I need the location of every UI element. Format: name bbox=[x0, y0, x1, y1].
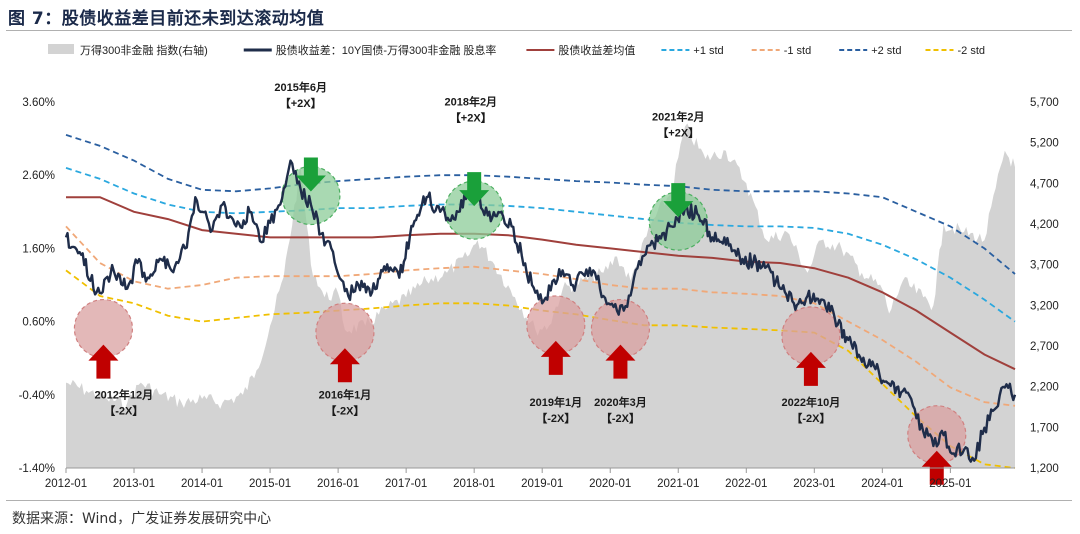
plus2-std-line bbox=[65, 134, 1016, 275]
source-note: 数据来源：Wind，广发证券发展研究中心 bbox=[12, 511, 272, 527]
annotation-label: 2016年1月 bbox=[319, 387, 372, 401]
minus1-std-line bbox=[65, 225, 1016, 407]
figure-title: 图 7：股债收益差目前还未到达滚动均值 bbox=[8, 9, 325, 29]
footer-divider bbox=[6, 500, 1072, 501]
annotation-label: 【-2X】 bbox=[536, 412, 575, 425]
annotation-label: 2019年1月 bbox=[530, 395, 583, 409]
legend-label: +2 std bbox=[871, 45, 901, 57]
y-right-tick-label: 5,200 bbox=[1030, 138, 1059, 150]
x-tick-label: 2021-01 bbox=[657, 478, 699, 490]
legend-label: 股债收益差：10Y国债-万得300非金融 股息率 bbox=[276, 43, 497, 57]
annotation-label: 【+2X】 bbox=[450, 112, 492, 125]
x-tick-label: 2025-01 bbox=[929, 478, 971, 490]
legend-label: +1 std bbox=[693, 45, 723, 57]
spread-line bbox=[64, 159, 1017, 463]
y-right-tick-label: 5,700 bbox=[1030, 97, 1059, 109]
annotation-label: 2020年3月 bbox=[594, 395, 647, 409]
y-left-tick-label: -0.40% bbox=[19, 390, 55, 402]
up-arrow-icon bbox=[605, 344, 636, 379]
annotation-label: 【+2X】 bbox=[280, 97, 322, 110]
title-divider bbox=[6, 30, 1072, 31]
annotation-label: 2018年2月 bbox=[444, 95, 497, 109]
x-tick-label: 2024-01 bbox=[861, 478, 903, 490]
down-arrow-icon bbox=[295, 157, 326, 192]
x-tick-label: 2017-01 bbox=[385, 478, 427, 490]
y-right-tick-label: 2,700 bbox=[1030, 341, 1059, 353]
y-left-tick-label: 0.60% bbox=[22, 317, 55, 329]
up-arrow-icon bbox=[88, 344, 119, 379]
x-tick-label: 2012-01 bbox=[45, 478, 87, 490]
legend-label: -1 std bbox=[784, 45, 812, 57]
x-tick-label: 2014-01 bbox=[181, 478, 223, 490]
legend-area-swatch bbox=[48, 44, 74, 54]
y-right-tick-label: 2,200 bbox=[1030, 382, 1059, 394]
down-arrow-icon bbox=[663, 183, 694, 218]
annotation-label: 【+2X】 bbox=[657, 126, 699, 139]
y-left-tick-label: -1.40% bbox=[19, 463, 55, 475]
y-right-tick-label: 1,200 bbox=[1030, 463, 1059, 475]
y-right-tick-label: 3,700 bbox=[1030, 260, 1059, 272]
x-tick-label: 2020-01 bbox=[589, 478, 631, 490]
x-tick-label: 2019-01 bbox=[521, 478, 563, 490]
annotation-label: 【-2X】 bbox=[104, 404, 143, 417]
annotation-label: 2021年2月 bbox=[652, 109, 705, 123]
annotation-label: 2022年10月 bbox=[782, 395, 841, 409]
x-tick-label: 2015-01 bbox=[249, 478, 291, 490]
mean-line bbox=[66, 196, 1016, 371]
chart: 2012年12月【-2X】2015年6月【+2X】2016年1月【-2X】201… bbox=[19, 43, 1059, 490]
y-left-tick-label: 2.60% bbox=[22, 170, 55, 182]
annotation-label: 2012年12月 bbox=[94, 387, 153, 401]
y-right-tick-label: 3,200 bbox=[1030, 300, 1059, 312]
plus1-std-line bbox=[65, 167, 1016, 323]
x-tick-label: 2016-01 bbox=[317, 478, 359, 490]
y-left-tick-label: 3.60% bbox=[22, 97, 55, 109]
y-right-tick-label: 1,700 bbox=[1030, 422, 1059, 434]
x-tick-label: 2013-01 bbox=[113, 478, 155, 490]
x-tick-label: 2022-01 bbox=[725, 478, 767, 490]
y-left-tick-label: 1.60% bbox=[22, 243, 55, 255]
y-right-tick-label: 4,200 bbox=[1030, 219, 1059, 231]
up-arrow-icon bbox=[329, 348, 360, 383]
annotation-label: 【-2X】 bbox=[791, 412, 830, 425]
down-arrow-icon bbox=[459, 172, 490, 207]
x-tick-label: 2018-01 bbox=[453, 478, 495, 490]
legend-label: 股债收益差均值 bbox=[558, 43, 635, 57]
y-right-tick-label: 4,700 bbox=[1030, 178, 1059, 190]
up-arrow-icon bbox=[540, 340, 571, 375]
annotation-label: 【-2X】 bbox=[601, 412, 640, 425]
up-arrow-icon bbox=[795, 351, 826, 386]
annotation-label: 2015年6月 bbox=[274, 80, 327, 94]
x-tick-label: 2023-01 bbox=[793, 478, 835, 490]
minus2-std-line bbox=[65, 269, 1016, 469]
legend-label: 万得300非金融 指数(右轴) bbox=[80, 43, 208, 57]
annotation-label: 【-2X】 bbox=[325, 404, 364, 417]
legend-label: -2 std bbox=[957, 45, 985, 57]
